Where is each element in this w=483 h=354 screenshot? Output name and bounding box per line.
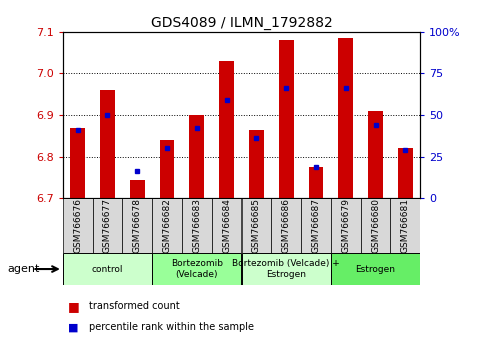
- Text: GSM766677: GSM766677: [103, 198, 112, 253]
- Text: GSM766686: GSM766686: [282, 198, 291, 253]
- Bar: [301, 198, 331, 253]
- Bar: [338, 38, 353, 198]
- Text: transformed count: transformed count: [89, 301, 180, 311]
- Bar: [242, 253, 331, 285]
- Bar: [331, 253, 420, 285]
- Bar: [122, 198, 152, 253]
- Bar: [249, 130, 264, 198]
- Bar: [100, 90, 115, 198]
- Text: GSM766687: GSM766687: [312, 198, 320, 253]
- Bar: [130, 179, 145, 198]
- Bar: [242, 198, 271, 253]
- Bar: [63, 198, 93, 253]
- Text: Bortezomib (Velcade) +
Estrogen: Bortezomib (Velcade) + Estrogen: [232, 259, 340, 279]
- Bar: [368, 111, 383, 198]
- Bar: [93, 198, 122, 253]
- Bar: [271, 198, 301, 253]
- Text: GSM766680: GSM766680: [371, 198, 380, 253]
- Text: GSM766685: GSM766685: [252, 198, 261, 253]
- Bar: [361, 198, 390, 253]
- Bar: [189, 115, 204, 198]
- Text: GSM766679: GSM766679: [341, 198, 350, 253]
- Bar: [331, 198, 361, 253]
- Bar: [152, 253, 242, 285]
- Text: control: control: [92, 264, 123, 274]
- Text: GSM766683: GSM766683: [192, 198, 201, 253]
- Bar: [182, 198, 212, 253]
- Bar: [159, 140, 174, 198]
- Text: Estrogen: Estrogen: [355, 264, 396, 274]
- Text: Bortezomib
(Velcade): Bortezomib (Velcade): [171, 259, 223, 279]
- Text: ■: ■: [68, 322, 78, 332]
- Bar: [219, 61, 234, 198]
- Text: GSM766676: GSM766676: [73, 198, 82, 253]
- Bar: [63, 253, 152, 285]
- Text: GSM766682: GSM766682: [163, 198, 171, 253]
- Bar: [212, 198, 242, 253]
- Text: GSM766681: GSM766681: [401, 198, 410, 253]
- Bar: [70, 127, 85, 198]
- Text: GDS4089 / ILMN_1792882: GDS4089 / ILMN_1792882: [151, 16, 332, 30]
- Bar: [390, 198, 420, 253]
- Text: GSM766684: GSM766684: [222, 198, 231, 253]
- Text: percentile rank within the sample: percentile rank within the sample: [89, 322, 255, 332]
- Bar: [279, 40, 294, 198]
- Text: agent: agent: [7, 264, 40, 274]
- Bar: [152, 198, 182, 253]
- Bar: [398, 148, 413, 198]
- Bar: [309, 167, 324, 198]
- Text: GSM766678: GSM766678: [133, 198, 142, 253]
- Text: ■: ■: [68, 300, 79, 313]
